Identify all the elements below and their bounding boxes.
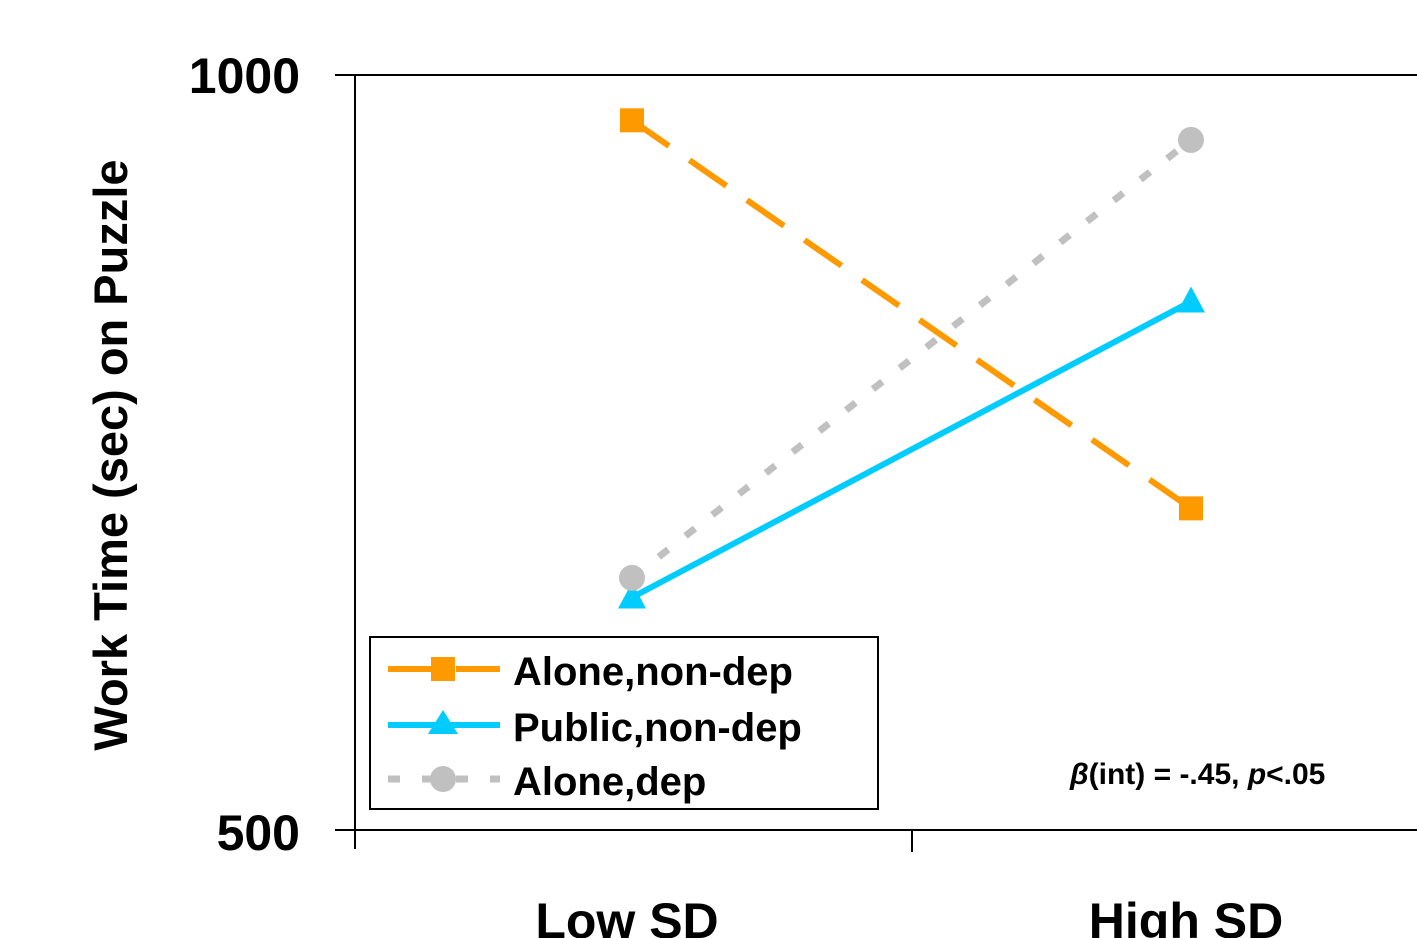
legend: Alone,non-dep Public,non-dep Alone,dep [369,636,879,810]
legend-entry-alone-dep: Alone,dep [388,760,706,804]
series-line-public-non-dep [630,298,1193,601]
y-tick-label-top: 1000 [189,48,300,104]
series-line-alone-dep [629,137,1194,581]
y-axis-label: Work Time (sec) on Puzzle [84,159,137,750]
legend-label-alone-non-dep: Alone,non-dep [513,650,793,694]
legend-swatch-marker-alone-dep [430,766,456,792]
data-point-alone-dep-low-sd [619,564,645,591]
legend-swatch-marker-alone-non-dep [431,657,455,681]
x-tick-label-low-sd: Low SD [535,893,718,938]
data-point-public-non-dep-low-sd [618,582,646,609]
legend-swatch-marker-public-non-dep [428,710,458,734]
legend-entry-alone-non-dep: Alone,non-dep [388,650,793,694]
legend-label-alone-dep: Alone,dep [513,760,706,804]
data-point-alone-non-dep-high-sd [1179,496,1203,521]
legend-entry-public-non-dep: Public,non-dep [388,706,802,750]
interaction-annotation: β(int) = -.45, p<.05 [1069,758,1325,791]
series-line-alone-non-dep [630,117,1193,511]
data-point-alone-dep-high-sd [1178,126,1204,153]
x-tick-label-high-sd: High SD [1089,893,1283,938]
y-tick-label-bottom: 500 [217,805,300,861]
data-point-alone-non-dep-low-sd [620,108,644,133]
legend-label-public-non-dep: Public,non-dep [513,706,802,750]
data-point-public-non-dep-high-sd [1177,286,1205,313]
